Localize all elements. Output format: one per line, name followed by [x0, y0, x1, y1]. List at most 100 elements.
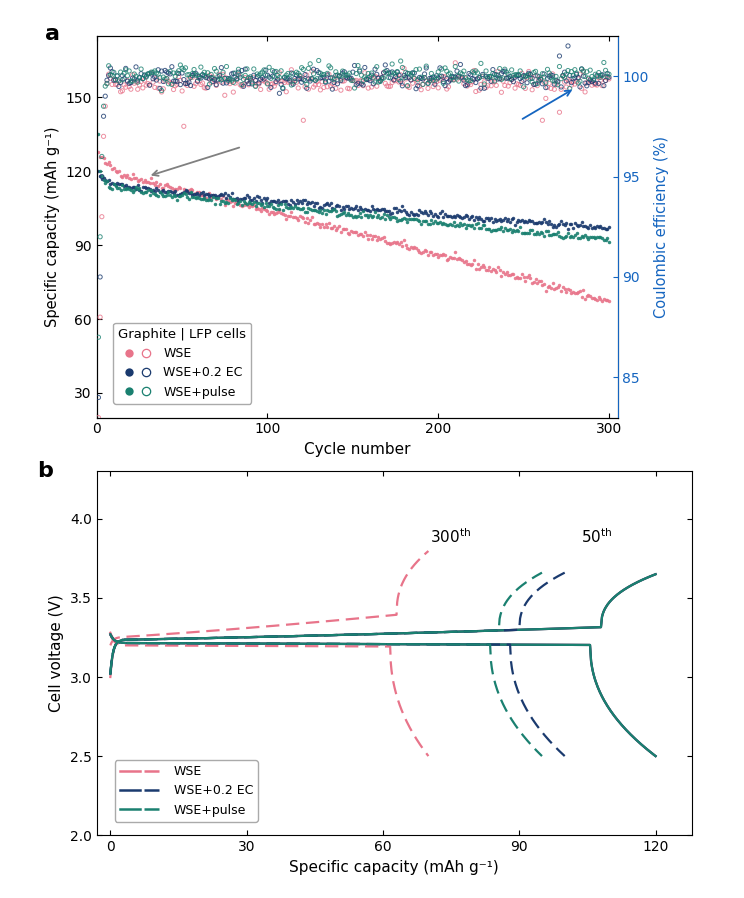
Point: [327, 220, 339, 234]
Point: [594, 73, 606, 87]
Point: [154, 177, 166, 191]
Point: [170, 74, 182, 88]
Point: [368, 202, 379, 216]
Point: [398, 61, 410, 75]
Point: [422, 217, 434, 232]
Point: [219, 88, 231, 102]
Point: [369, 69, 381, 84]
Point: [601, 66, 613, 81]
Point: [494, 263, 506, 277]
Point: [257, 70, 269, 84]
Point: [106, 77, 118, 92]
Point: [583, 221, 594, 235]
Point: [437, 76, 449, 91]
Point: [248, 68, 260, 83]
Point: [382, 66, 394, 80]
Point: [173, 70, 185, 84]
Point: [408, 71, 420, 85]
Point: [559, 70, 571, 84]
Point: [265, 77, 277, 92]
Point: [335, 207, 347, 221]
Point: [277, 203, 289, 217]
Point: [240, 62, 251, 76]
Point: [162, 66, 174, 80]
Point: [557, 279, 569, 294]
Point: [431, 247, 443, 261]
Point: [371, 233, 382, 247]
Point: [200, 187, 212, 201]
Point: [395, 234, 407, 249]
Point: [516, 225, 527, 240]
Point: [187, 183, 199, 198]
Point: [359, 66, 371, 80]
Point: [567, 68, 579, 83]
Point: [159, 189, 171, 204]
Point: [472, 66, 484, 80]
Point: [173, 66, 185, 81]
Point: [254, 72, 266, 86]
Point: [535, 72, 547, 86]
Point: [586, 291, 598, 305]
Point: [386, 210, 398, 224]
Point: [579, 76, 591, 91]
Point: [185, 70, 196, 84]
Point: [468, 220, 480, 234]
Point: [320, 75, 332, 90]
Point: [477, 67, 489, 82]
Point: [528, 226, 540, 241]
Point: [359, 207, 371, 222]
Point: [332, 68, 344, 83]
Point: [272, 72, 283, 86]
Point: [315, 71, 327, 85]
Point: [108, 177, 120, 191]
Point: [427, 70, 439, 84]
Point: [446, 218, 458, 233]
Point: [402, 79, 414, 93]
Point: [530, 216, 542, 230]
Point: [547, 68, 559, 83]
Point: [231, 73, 243, 87]
Point: [407, 212, 419, 226]
Point: [444, 216, 456, 231]
Point: [432, 65, 444, 79]
Point: [324, 196, 336, 210]
Point: [125, 75, 137, 90]
Point: [543, 228, 555, 242]
Point: [559, 75, 571, 89]
Point: [108, 72, 120, 86]
Point: [543, 69, 555, 84]
Point: [203, 186, 215, 200]
Point: [461, 77, 473, 92]
Point: [310, 73, 321, 87]
Point: [565, 216, 577, 231]
Point: [323, 58, 335, 73]
Point: [299, 74, 311, 88]
Point: [253, 190, 265, 205]
Point: [463, 74, 475, 88]
Point: [518, 68, 530, 83]
Point: [594, 230, 606, 244]
Point: [187, 68, 199, 83]
Point: [112, 69, 124, 84]
Point: [432, 209, 444, 224]
Point: [414, 244, 426, 259]
Point: [547, 276, 559, 290]
Point: [124, 181, 135, 196]
Point: [240, 70, 251, 84]
Point: [403, 71, 415, 85]
Point: [386, 57, 398, 71]
Point: [516, 66, 527, 81]
Point: [559, 65, 571, 79]
Point: [188, 190, 200, 205]
Point: [217, 76, 229, 91]
Point: [504, 268, 516, 282]
Point: [482, 222, 494, 236]
Point: [379, 211, 391, 225]
Point: [494, 72, 506, 86]
Point: [333, 219, 345, 233]
Point: [289, 74, 301, 88]
Point: [417, 214, 429, 228]
Point: [538, 70, 550, 84]
Point: [269, 65, 280, 79]
Point: [287, 77, 299, 92]
